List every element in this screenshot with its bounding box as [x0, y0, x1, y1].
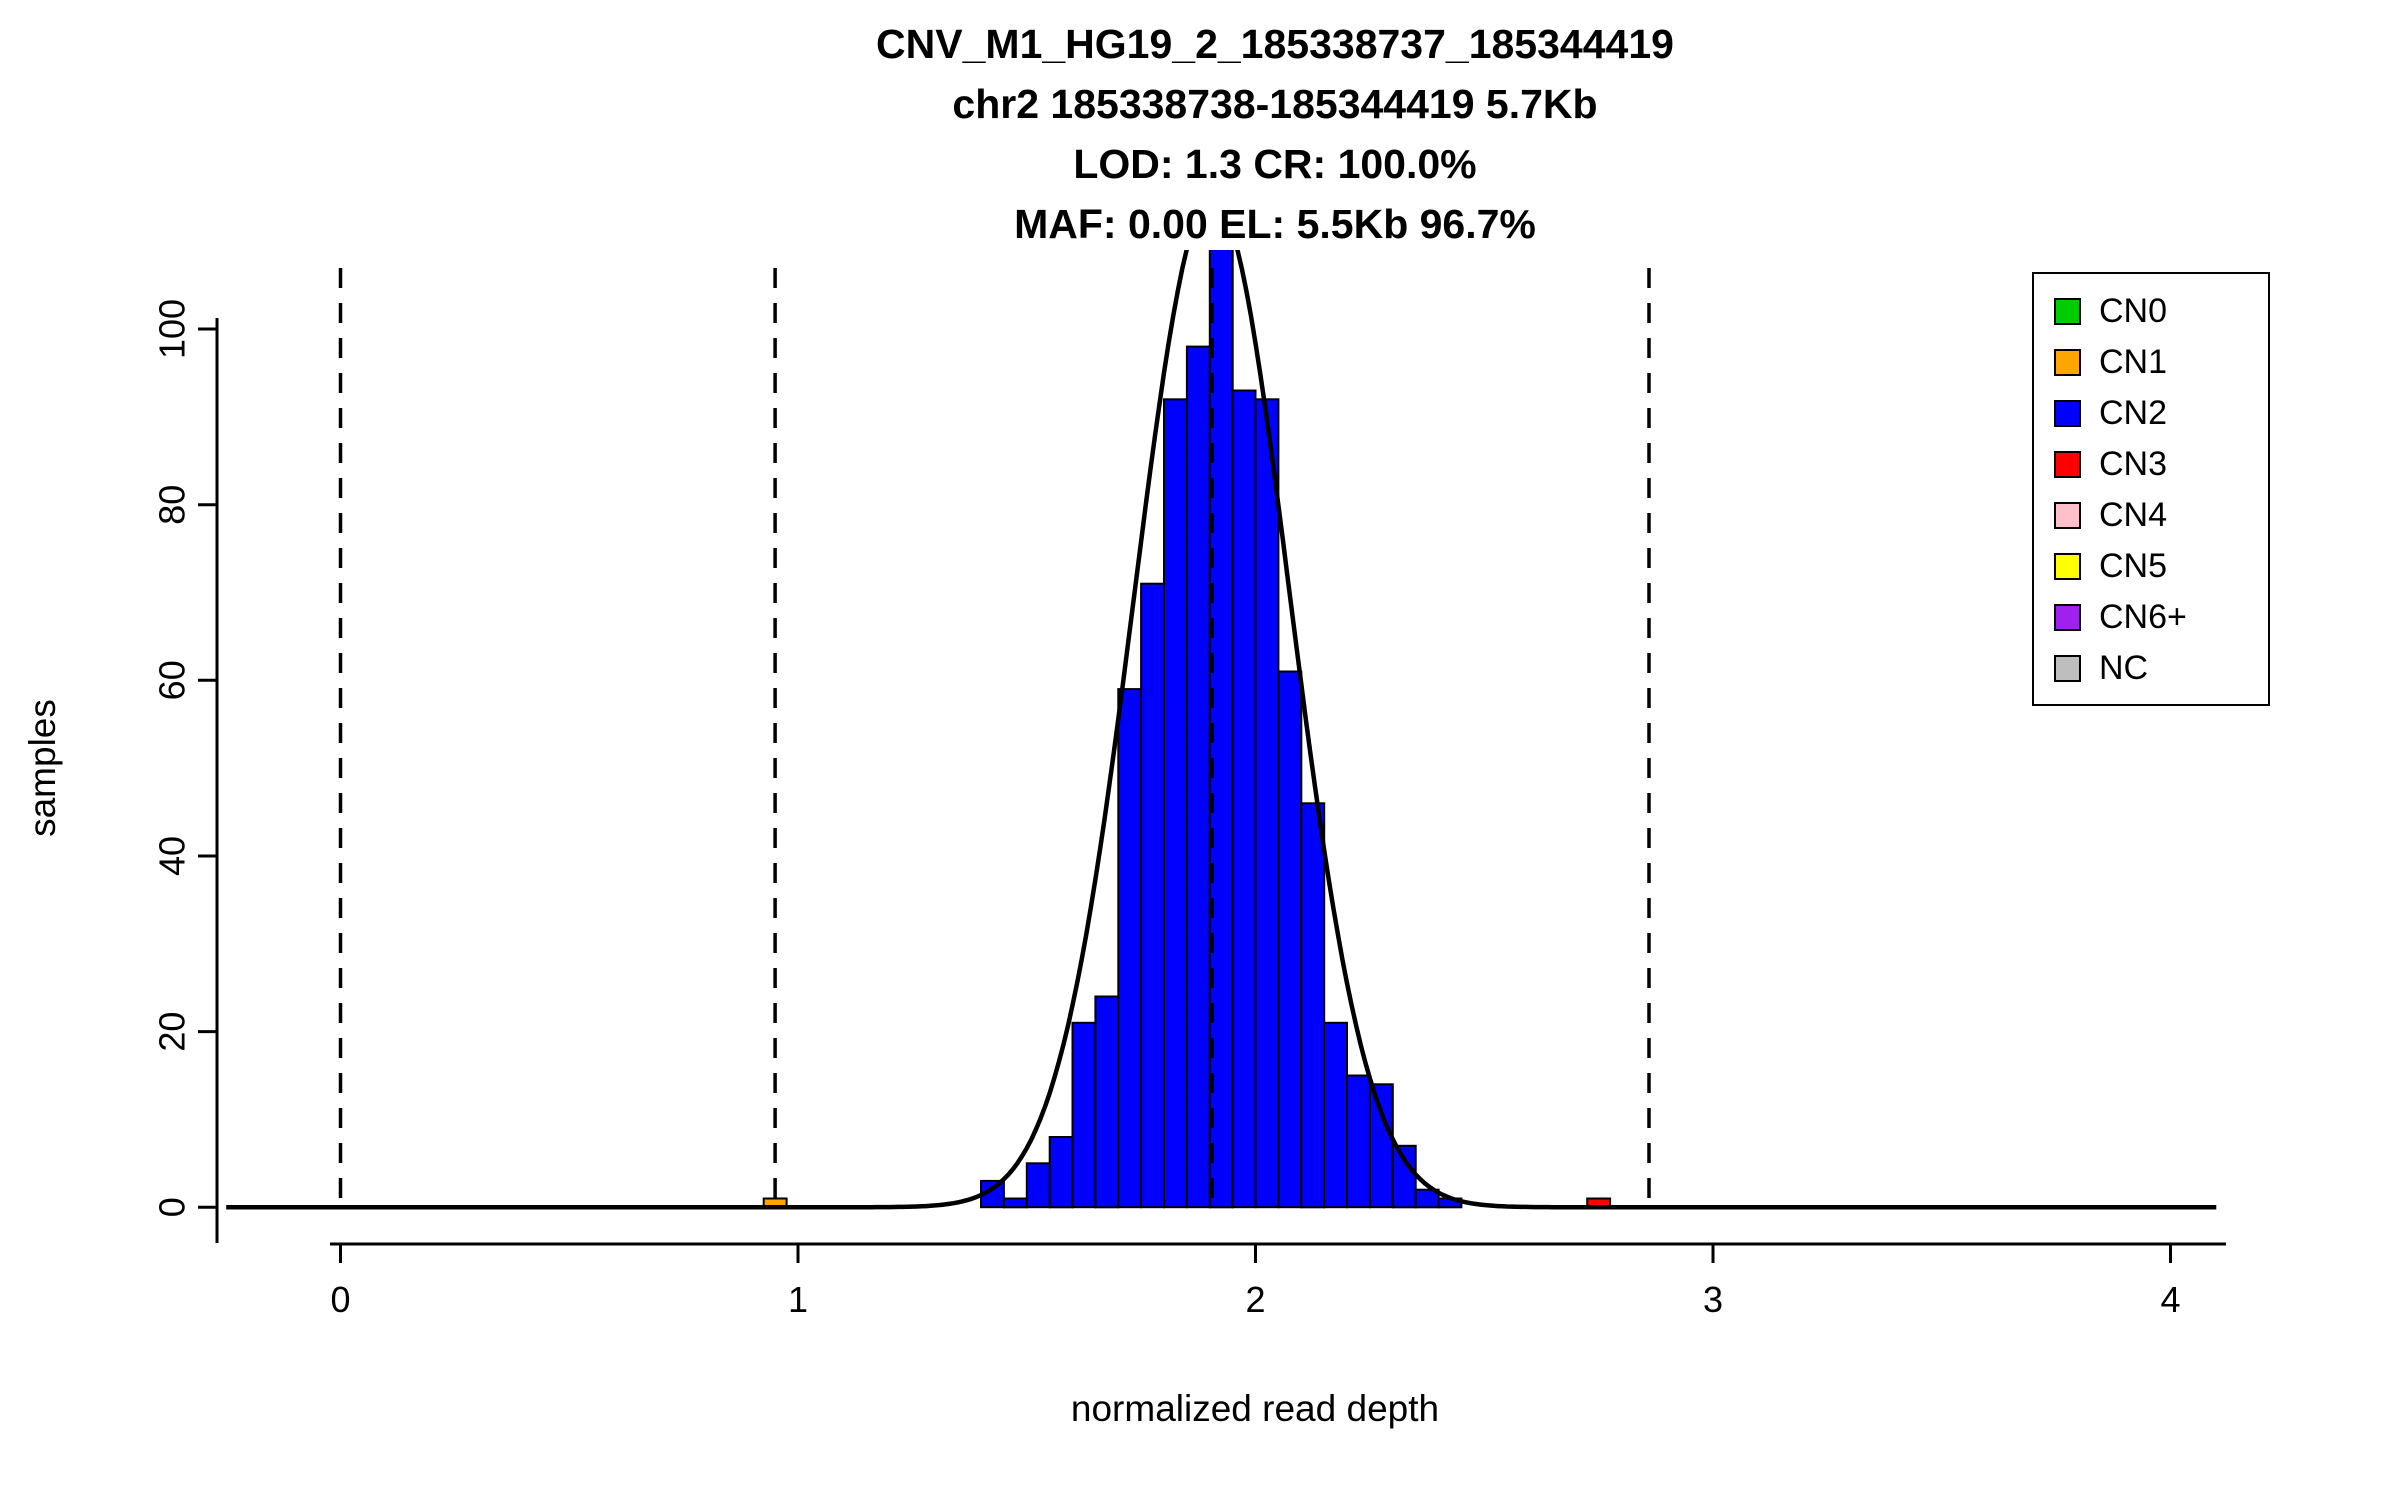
histogram-bar-CN2	[1163, 398, 1188, 1209]
legend-swatch-CN2	[2054, 400, 2081, 427]
histogram-bar-CN2	[1231, 389, 1257, 1209]
legend-swatch-CN5	[2054, 553, 2081, 580]
legend-label: CN1	[2099, 343, 2168, 381]
title-line-1: CNV_M1_HG19_2_185338737_185344419	[876, 21, 1674, 67]
legend-label: CN6+	[2099, 598, 2187, 636]
legend-swatch-CN4	[2054, 502, 2081, 529]
x-tick-label: 0	[330, 1279, 350, 1320]
legend-item-CN2: CN2	[2054, 388, 2268, 439]
legend-swatch-CN0	[2054, 298, 2081, 325]
histogram-bar-CN2	[1254, 398, 1280, 1209]
histogram-bar-CN2	[1208, 250, 1234, 1209]
title-line-2: chr2 185338738-185344419 5.7Kb	[952, 81, 1598, 127]
x-tick-label: 2	[1245, 1279, 1265, 1320]
title-line-3: LOD: 1.3 CR: 100.0%	[1073, 141, 1477, 187]
histogram-bar-CN2	[1117, 688, 1143, 1209]
title-line-4: MAF: 0.00 EL: 5.5Kb 96.7%	[1014, 201, 1536, 247]
histogram-bar-CN2	[1185, 345, 1211, 1209]
x-tick-label: 1	[788, 1279, 808, 1320]
histogram-bar-CN2	[1346, 1074, 1371, 1209]
y-tick-label: 60	[152, 660, 193, 700]
histogram-bar-CN2	[1323, 1021, 1348, 1209]
plot-title: CNV_M1_HG19_2_185338737_185344419 chr2 1…	[150, 14, 2400, 254]
y-tick-label: 80	[152, 485, 193, 525]
histogram-bar-CN2	[1140, 582, 1165, 1209]
legend-label: CN4	[2099, 496, 2168, 534]
legend-item-CN5: CN5	[2054, 541, 2268, 592]
legend-swatch-NC	[2054, 655, 2081, 682]
legend-swatch-CN6+	[2054, 604, 2081, 631]
y-tick-label: 40	[152, 836, 193, 876]
legend-item-CN4: CN4	[2054, 490, 2268, 541]
histogram-bar-CN2	[1094, 995, 1120, 1209]
y-tick-label: 20	[152, 1012, 193, 1052]
legend-swatch-CN1	[2054, 349, 2081, 376]
histogram-bar-CN2	[1391, 1144, 1417, 1209]
x-tick-label: 3	[1703, 1279, 1723, 1320]
y-tick-label: 100	[152, 299, 193, 359]
legend-swatch-CN3	[2054, 451, 2081, 478]
x-tick-label: 4	[2160, 1279, 2180, 1320]
legend-label: CN5	[2099, 547, 2168, 585]
legend-item-CN1: CN1	[2054, 337, 2268, 388]
x-axis-label: normalized read depth	[1070, 1388, 1440, 1429]
plot-area	[226, 250, 2217, 1210]
legend-label: CN2	[2099, 394, 2168, 432]
histogram-bar-CN2	[1300, 802, 1326, 1209]
histogram-bar-CN2	[1277, 670, 1303, 1209]
legend-label: CN3	[2099, 445, 2168, 483]
legend-item-CN6+: CN6+	[2054, 592, 2268, 643]
legend-item-CN0: CN0	[2054, 286, 2268, 337]
histogram-bar-CN2	[1048, 1136, 1074, 1209]
histogram-bar-CN2	[1368, 1083, 1394, 1209]
y-tick-label: 0	[152, 1197, 193, 1217]
histogram-bar-CN2	[1071, 1021, 1097, 1209]
legend-item-CN3: CN3	[2054, 439, 2268, 490]
legend-item-NC: NC	[2054, 643, 2268, 694]
histogram-bar-CN2	[1002, 1197, 1028, 1209]
y-axis-label: samples	[22, 699, 63, 837]
legend: CN0 CN1 CN2 CN3 CN4 CN5 CN6+ NC	[2032, 272, 2270, 706]
gaussian-fit-curve	[226, 250, 2217, 1210]
legend-label: NC	[2099, 649, 2149, 687]
legend-label: CN0	[2099, 292, 2168, 330]
histogram-bar-CN2	[1025, 1162, 1051, 1209]
